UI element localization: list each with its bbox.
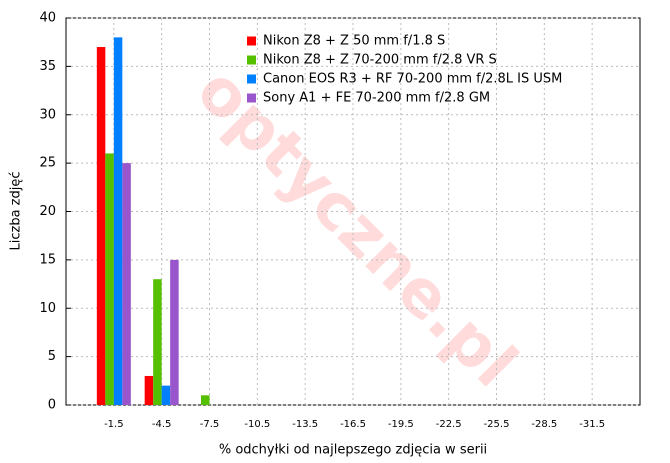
bar xyxy=(161,385,171,405)
bar xyxy=(113,37,123,405)
legend-swatch xyxy=(247,74,256,84)
legend-swatch xyxy=(247,36,256,46)
legend-label: Canon EOS R3 + RF 70-200 mm f/2.8L IS US… xyxy=(263,72,562,87)
x-axis-label: % odchyłki od najlepszego zdjęcia w seri… xyxy=(219,443,487,458)
x-tick-label: -31.5 xyxy=(579,419,605,430)
x-tick-label: -25.5 xyxy=(484,419,510,430)
x-tick-label: -1.5 xyxy=(104,419,124,430)
x-tick-label: -13.5 xyxy=(292,419,318,430)
legend-swatch xyxy=(247,93,256,103)
y-tick-label: 15 xyxy=(39,252,56,267)
y-tick-label: 0 xyxy=(48,398,56,413)
y-tick-label: 35 xyxy=(39,59,56,74)
x-tick-label: -19.5 xyxy=(388,419,414,430)
x-tick-label: -10.5 xyxy=(244,419,270,430)
y-axis-label: Liczba zdjęć xyxy=(9,171,24,250)
bar xyxy=(170,259,179,405)
bar xyxy=(201,395,210,405)
legend-label: Nikon Z8 + Z 70-200 mm f/2.8 VR S xyxy=(263,53,497,68)
bar xyxy=(153,279,162,405)
x-tick-label: -28.5 xyxy=(531,419,557,430)
y-tick-label: 40 xyxy=(39,11,56,26)
y-tick-label: 25 xyxy=(39,156,56,171)
x-tick-label: -7.5 xyxy=(200,419,220,430)
y-tick-label: 10 xyxy=(39,301,56,316)
x-tick-label: -22.5 xyxy=(436,419,462,430)
watermark: optyczne.pl xyxy=(182,54,530,402)
x-tick-label: -4.5 xyxy=(152,419,172,430)
bar xyxy=(122,163,131,405)
legend-label: Sony A1 + FE 70-200 mm f/2.8 GM xyxy=(263,91,490,106)
legend-label: Nikon Z8 + Z 50 mm f/1.8 S xyxy=(263,34,445,49)
legend-swatch xyxy=(247,55,256,65)
bar xyxy=(144,375,154,405)
y-tick-label: 5 xyxy=(48,349,56,364)
y-tick-label: 30 xyxy=(39,107,56,122)
bar xyxy=(96,47,106,406)
y-tick-label: 20 xyxy=(39,204,56,219)
x-tick-label: -16.5 xyxy=(340,419,366,430)
bar xyxy=(105,153,114,405)
